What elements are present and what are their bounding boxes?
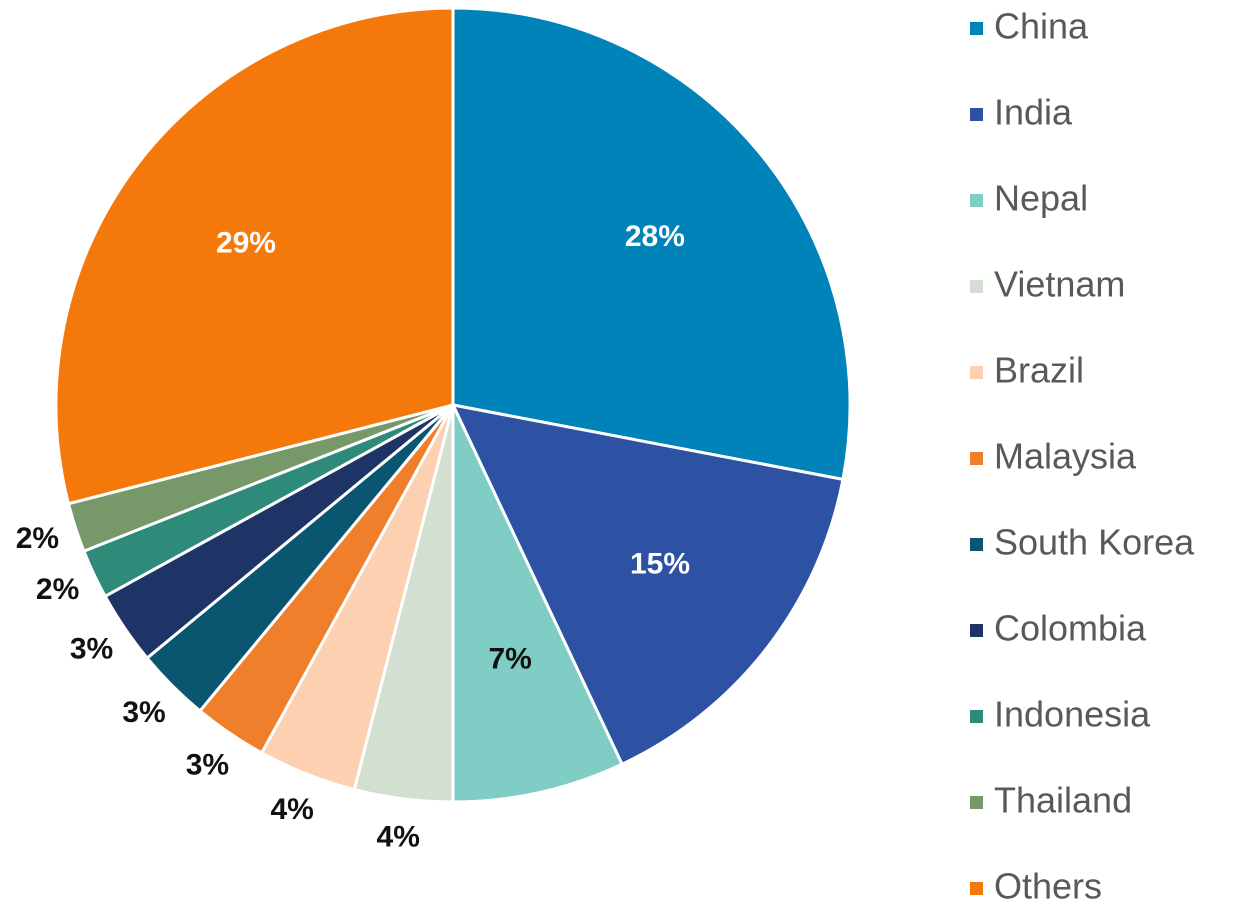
data-label: 3%: [122, 696, 165, 729]
legend-marker: [970, 280, 983, 293]
legend-marker: [970, 538, 983, 551]
legend-marker: [970, 108, 983, 121]
pie-slice: [451, 404, 625, 804]
legend-marker: [970, 710, 983, 723]
legend-label: Brazil: [994, 350, 1084, 391]
pie-slice: [450, 402, 845, 767]
legend-label: Thailand: [994, 780, 1132, 821]
pie-slice: [451, 6, 852, 482]
legend-label: India: [994, 92, 1073, 133]
legend-marker: [970, 22, 983, 35]
data-label: 2%: [36, 573, 79, 606]
legend-label: Malaysia: [994, 436, 1137, 477]
legend-label: South Korea: [994, 522, 1195, 563]
data-label: 4%: [270, 793, 313, 826]
legend-marker: [970, 452, 983, 465]
data-label: 2%: [16, 522, 59, 555]
legend-label: Nepal: [994, 178, 1088, 219]
legend-label: China: [994, 6, 1089, 47]
pie-slice: [54, 6, 455, 506]
legend-label: Others: [994, 866, 1102, 907]
legend-marker: [970, 624, 983, 637]
data-label: 7%: [488, 643, 531, 676]
legend-marker: [970, 796, 983, 809]
legend-label: Vietnam: [994, 264, 1125, 305]
legend-marker: [970, 366, 983, 379]
legend-marker: [970, 194, 983, 207]
data-label: 3%: [70, 633, 113, 666]
data-label: 29%: [216, 226, 276, 259]
data-label: 3%: [186, 748, 229, 781]
legend-label: Indonesia: [994, 694, 1151, 735]
data-label: 15%: [630, 548, 690, 581]
legend-marker: [970, 882, 983, 895]
data-label: 28%: [625, 220, 685, 253]
legend-label: Colombia: [994, 608, 1147, 649]
data-label: 4%: [377, 820, 420, 853]
